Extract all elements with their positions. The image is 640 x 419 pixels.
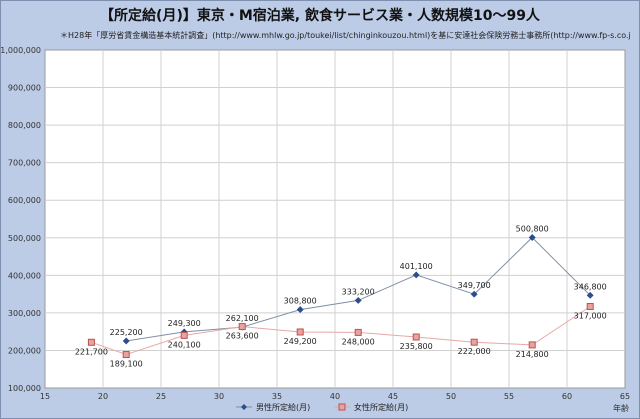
data-point-female <box>122 351 130 359</box>
y-tick-label: 200,000 <box>8 346 41 355</box>
data-label: 349,700 <box>458 281 491 290</box>
x-tick-label: 30 <box>214 392 224 401</box>
x-tick-label: 50 <box>446 392 456 401</box>
data-label: 222,000 <box>458 347 491 356</box>
data-point-female <box>586 303 594 311</box>
legend-marker-male <box>241 404 247 410</box>
y-tick-label: 700,000 <box>8 159 41 168</box>
data-label: 240,100 <box>168 340 201 349</box>
series-male: 225,200 249,300 262,100 308,800 333,200 401,1… <box>110 224 607 345</box>
data-label: 249,300 <box>168 319 201 328</box>
x-tick-label: 20 <box>98 392 108 401</box>
chart-subtitle: ＊H28年「厚労省賃金構造基本統計調査」(http://www.mhlw.go.… <box>60 31 630 40</box>
data-point-female <box>87 338 95 346</box>
data-point-female <box>470 338 478 346</box>
legend-marker-female <box>338 403 346 411</box>
y-tick-label: 800,000 <box>8 121 41 130</box>
chart-title: 【所定給(月)】東京・M宿泊業, 飲食サービス業・人数規模10～99人 <box>100 8 540 24</box>
data-label: 308,800 <box>284 297 317 306</box>
x-tick-label: 40 <box>330 392 340 401</box>
series-line <box>91 306 591 356</box>
data-label: 401,100 <box>400 262 433 271</box>
data-point-male <box>528 233 536 242</box>
legend-label-male: 男性所定給(月) <box>256 402 310 412</box>
y-tick-label: 900,000 <box>8 84 41 93</box>
x-axis-label: 年齢 <box>613 403 629 413</box>
data-label: 189,100 <box>110 360 143 369</box>
data-label: 262,100 <box>226 314 259 323</box>
y-tick-label: 1,000,000 <box>0 46 41 55</box>
data-label: 221,700 <box>75 347 108 356</box>
data-point-male <box>586 291 594 299</box>
data-label: 333,200 <box>342 287 375 296</box>
x-tick-label: 25 <box>156 392 166 401</box>
legend-label-female: 女性所定給(月) <box>354 402 408 412</box>
y-tick-label: 300,000 <box>8 309 41 318</box>
data-label: 225,200 <box>110 328 143 337</box>
data-point-male <box>470 290 478 298</box>
legend: 男性所定給(月) 女性所定給(月) <box>236 402 408 412</box>
data-point-female <box>238 323 246 331</box>
x-tick-label: 35 <box>272 392 282 401</box>
y-tick-label: 100,000 <box>8 384 41 393</box>
x-tick-label: 45 <box>388 392 398 401</box>
data-label: 235,800 <box>400 342 433 351</box>
x-tick-label: 15 <box>40 392 50 401</box>
data-label: 248,000 <box>342 337 375 346</box>
data-label: 214,800 <box>516 350 549 359</box>
data-point-female <box>412 333 420 341</box>
data-label: 346,800 <box>574 282 607 291</box>
y-tick-label: 400,000 <box>8 271 41 280</box>
data-point-male <box>296 306 304 314</box>
data-label: 263,600 <box>226 332 259 341</box>
data-point-female <box>296 328 304 336</box>
x-tick-label: 65 <box>620 392 630 401</box>
data-point-male <box>412 271 420 279</box>
data-label: 249,200 <box>284 337 317 346</box>
data-point-female <box>528 341 536 349</box>
data-point-female <box>354 328 362 336</box>
data-point-male <box>354 296 362 304</box>
x-tick-label: 60 <box>562 392 572 401</box>
y-tick-label: 600,000 <box>8 196 41 205</box>
data-point-male <box>122 337 130 345</box>
data-label: 500,800 <box>516 224 549 233</box>
data-point-female <box>180 331 188 339</box>
x-tick-label: 55 <box>504 392 514 401</box>
data-label: 317,000 <box>574 312 607 321</box>
y-tick-label: 500,000 <box>8 234 41 243</box>
